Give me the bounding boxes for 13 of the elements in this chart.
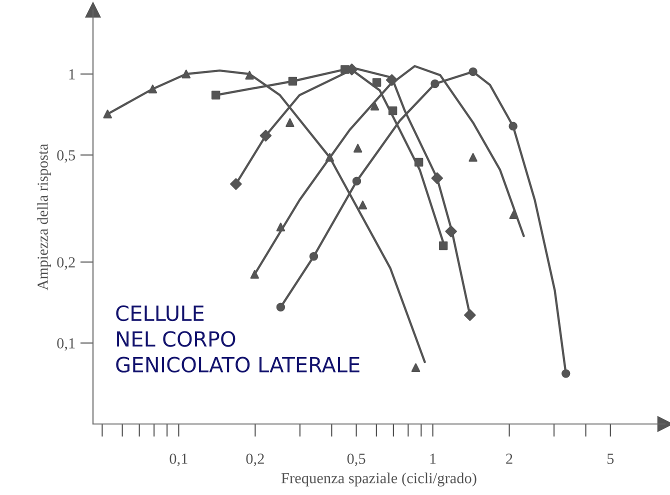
y-tick-label: 0,2 (57, 257, 75, 270)
x-tick-label: 2 (506, 454, 512, 464)
x-tick-label: 5 (607, 454, 614, 464)
annotation: CELLULE NEL CORPO GENICOLATO LATERALE (116, 305, 360, 373)
x-tick-label: 0,5 (347, 454, 366, 466)
x-axis-title: Frequenza spaziale (cicli/grado) (281, 472, 476, 486)
x-tick-label: 1 (430, 454, 436, 464)
y-tick-label: 1 (69, 69, 75, 80)
x-tick-label: 0,1 (170, 454, 188, 466)
y-tick-label: 0,5 (57, 150, 76, 163)
y-tick-label: 0,1 (57, 338, 75, 351)
x-tick-label: 0,2 (246, 454, 264, 466)
y-axis-title: Ampiezza della risposta (37, 144, 51, 290)
